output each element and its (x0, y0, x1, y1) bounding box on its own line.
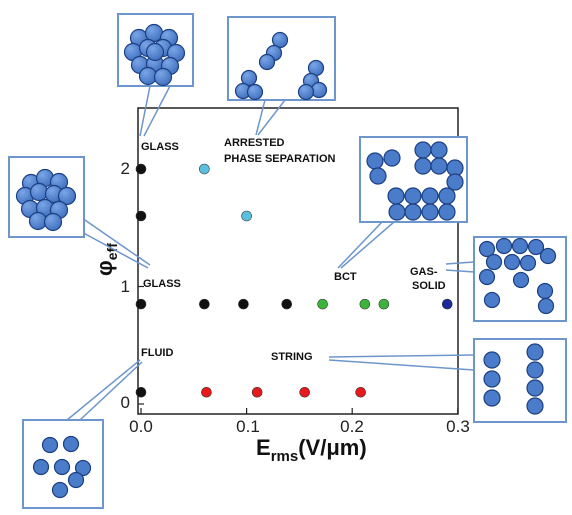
gas-sphere-54 (511, 237, 529, 255)
data-point-gas_solid-12 (441, 298, 453, 310)
string-sphere-65 (483, 351, 501, 369)
glass-left-sphere-29 (57, 186, 77, 206)
bct-sphere-40 (414, 157, 432, 175)
bct-sphere-36 (383, 149, 401, 167)
data-point-glass-3 (135, 163, 147, 175)
data-point-glass-7 (238, 298, 249, 310)
bct-sphere-43 (404, 187, 422, 205)
y-tick-label-0: 0 (121, 393, 130, 412)
bct-sphere-37 (369, 167, 387, 185)
gas-sphere-56 (485, 253, 503, 271)
data-point-bct-11 (378, 298, 390, 310)
gas-sphere-61 (483, 291, 501, 309)
string-sphere-67 (483, 389, 501, 407)
bct-sphere-42 (387, 187, 405, 205)
gas-sphere-63 (536, 282, 554, 300)
data-point-fluid-0 (135, 386, 147, 398)
gas-sphere-59 (519, 254, 537, 272)
data-point-bct-10 (359, 298, 371, 310)
glass-top-sphere-10 (138, 66, 158, 86)
inset-particle-spheres (15, 23, 557, 499)
data-point-string-15 (299, 386, 310, 398)
bct-sphere-41 (430, 157, 448, 175)
arrested-sphere-15 (258, 53, 276, 71)
label-arrested-2: PHASE SEPARATION (224, 153, 335, 165)
glass-top-sphere-12 (145, 42, 165, 62)
bct-sphere-49 (438, 203, 456, 221)
fluid-sphere-73 (62, 435, 80, 453)
x-tick-label-3: 0.3 (446, 417, 470, 436)
bct-sphere-48 (421, 203, 439, 221)
fluid-sphere-74 (32, 458, 50, 476)
arrested-sphere-13 (271, 31, 289, 49)
data-point-arrested-5 (241, 210, 252, 222)
arrested-sphere-18 (246, 83, 264, 101)
data-point-string-13 (201, 386, 212, 398)
label-arrested-1: ARRESTED (224, 137, 285, 149)
x-tick-label-0: 0.0 (129, 417, 153, 436)
fluid-sphere-76 (74, 459, 92, 477)
data-point-glass-8 (281, 298, 293, 310)
string-sphere-69 (526, 361, 544, 379)
y-axis-title: φeff (92, 243, 120, 276)
gas-sphere-52 (478, 240, 496, 258)
fluid-sphere-77 (51, 481, 69, 499)
x-axis-title: Erms(V/μm) (256, 435, 367, 465)
y-tick-label-1: 1 (121, 277, 130, 296)
bct-sphere-47 (404, 203, 422, 221)
data-point-bct-9 (317, 298, 328, 310)
string-sphere-71 (526, 397, 544, 415)
gas-sphere-57 (503, 253, 521, 271)
arrested-sphere-22 (297, 83, 315, 101)
x-tick-label-2: 0.2 (340, 417, 364, 436)
label-fluid: FLUID (141, 347, 173, 359)
bct-sphere-44 (421, 187, 439, 205)
label-gas-2: SOLID (412, 280, 446, 292)
gas-sphere-55 (527, 238, 545, 256)
label-bct: BCT (334, 271, 357, 283)
x-tick-label-1: 0.1 (236, 417, 260, 436)
bct-sphere-35 (366, 152, 384, 170)
string-sphere-66 (483, 370, 501, 388)
glass-left-sphere-33 (28, 211, 48, 231)
gas-sphere-58 (478, 268, 496, 286)
fluid-sphere-78 (67, 471, 85, 489)
data-points (135, 163, 453, 398)
bct-sphere-38 (414, 141, 432, 159)
bct-sphere-45 (438, 187, 456, 205)
gas-sphere-62 (539, 247, 557, 265)
fluid-sphere-72 (41, 436, 59, 454)
data-point-glass-1 (135, 298, 147, 310)
gas-sphere-64 (537, 297, 555, 315)
callout-lines (66, 85, 475, 421)
glass-left-sphere-34 (43, 212, 63, 232)
data-point-glass-2 (135, 210, 147, 222)
glass-top-sphere-11 (153, 67, 173, 87)
data-point-glass-6 (199, 298, 210, 310)
label-string: STRING (271, 351, 313, 363)
gas-sphere-60 (512, 271, 530, 289)
data-point-string-14 (251, 386, 263, 398)
glass-left-sphere-27 (29, 182, 49, 202)
y-tick-label-2: 2 (121, 159, 130, 178)
fluid-sphere-75 (53, 458, 71, 476)
bct-sphere-39 (430, 141, 448, 159)
string-sphere-68 (526, 343, 544, 361)
gas-sphere-53 (495, 237, 513, 255)
bct-sphere-46 (388, 203, 406, 221)
label-gas-1: GAS- (410, 266, 438, 278)
label-glass-top: GLASS (141, 141, 179, 153)
data-point-arrested-4 (199, 163, 210, 175)
bct-sphere-51 (446, 173, 464, 191)
arrested-sphere-16 (240, 69, 258, 87)
data-point-string-16 (355, 386, 366, 398)
string-sphere-70 (526, 379, 544, 397)
label-glass-mid: GLASS (143, 278, 181, 290)
